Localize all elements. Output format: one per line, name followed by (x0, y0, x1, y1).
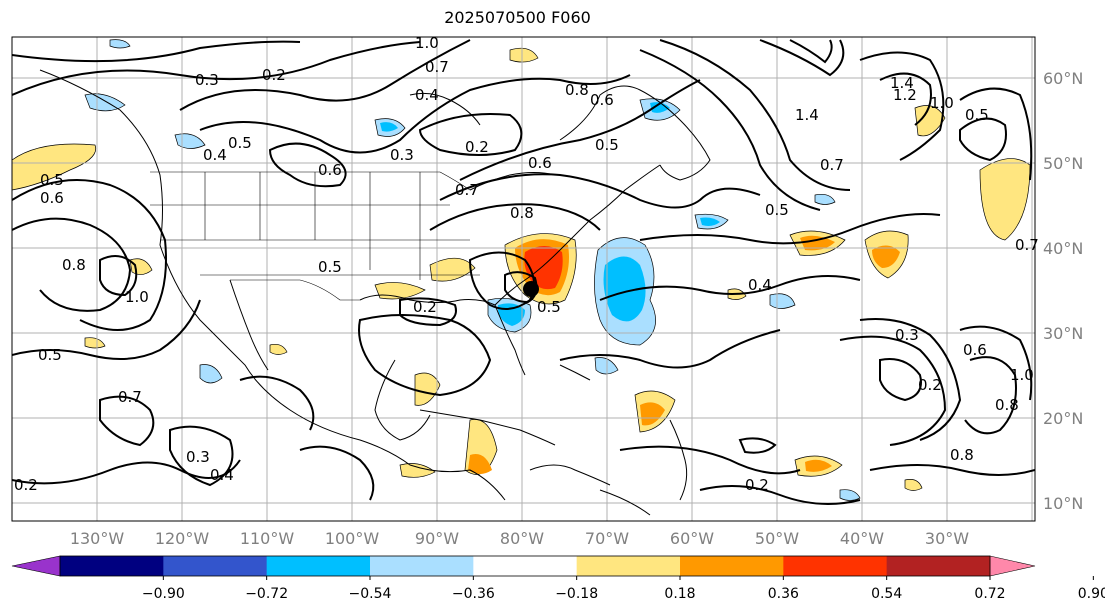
latitude-labels: 60°N 50°N 40°N 30°N 20°N 10°N (1043, 69, 1083, 513)
lon-label: 70°W (585, 529, 629, 548)
contour-label: 0.7 (118, 388, 142, 406)
lat-label: 60°N (1043, 69, 1083, 88)
contour-label: 0.4 (203, 146, 227, 164)
contour-label: 1.0 (930, 94, 954, 112)
contour-label: 0.2 (14, 476, 38, 494)
contour-label: 0.6 (318, 161, 342, 179)
colorbar-tick-label: −0.36 (452, 586, 495, 602)
colorbar-tick-label: 0.18 (664, 586, 695, 602)
contour-label: 0.5 (537, 298, 561, 316)
lon-label: 80°W (500, 529, 544, 548)
lat-label: 50°N (1043, 154, 1083, 173)
contour-label: 0.5 (40, 171, 64, 189)
contour-label: 1.0 (1010, 366, 1034, 384)
colorbar-tick-label: −0.72 (245, 586, 288, 602)
colorbar-cell (266, 556, 371, 576)
colorbar-cell (886, 556, 991, 576)
map-frame (11, 36, 1036, 522)
contour-label: 0.6 (528, 154, 552, 172)
contour-label: 0.5 (595, 136, 619, 154)
contour-label: 0.2 (745, 476, 769, 494)
contour-label: 0.5 (38, 346, 62, 364)
contour-label: 0.4 (748, 276, 772, 294)
lon-label: 40°W (840, 529, 884, 548)
contour-label: 0.5 (965, 106, 989, 124)
colorbar-extend-low (11, 555, 61, 577)
contour-label: 0.6 (40, 189, 64, 207)
contour-label: 0.7 (820, 156, 844, 174)
lon-label: 60°W (670, 529, 714, 548)
contour-label: 1.4 (890, 74, 914, 92)
anomaly-shading (12, 39, 1031, 501)
contour-label: 0.3 (390, 146, 414, 164)
colorbar-tick-label: 0.72 (974, 586, 1005, 602)
colorbar-cell (680, 556, 784, 576)
graticule (12, 37, 1035, 521)
colorbar-frame (59, 555, 991, 577)
colorbar-tick-label: 0.36 (768, 586, 799, 602)
contour-label: 1.0 (125, 288, 149, 306)
colorbar-tick-label: −0.18 (555, 586, 598, 602)
contour-label: 1.0 (415, 34, 439, 52)
contour-label: 0.2 (262, 66, 286, 84)
colorbar-cell (370, 556, 474, 576)
colorbar: −0.90 −0.72 −0.54 −0.36 −0.18 0.18 0.36 0.54 0.7… (11, 555, 1105, 602)
contour-label: 0.4 (415, 86, 439, 104)
colorbar-tick-label: 0.90 (1078, 586, 1105, 602)
contour-label: 0.5 (318, 258, 342, 276)
colorbar-cell (783, 556, 888, 576)
contour-label: 0.3 (186, 448, 210, 466)
contour-label: 0.2 (413, 298, 437, 316)
contour-label: 1.4 (795, 106, 819, 124)
colorbar-cell (163, 556, 268, 576)
colorbar-extend-high (989, 555, 1036, 577)
contour-label-layer: 0.3 0.2 0.5 0.4 0.6 0.6 0.5 0.8 1.0 0.5 … (14, 34, 1039, 494)
contour-label: 1.2 (893, 86, 917, 104)
longitude-labels: 130°W 120°W 110°W 100°W 90°W 80°W 70°W 6… (70, 529, 969, 548)
storm-center-marker (523, 281, 539, 297)
lat-label: 20°N (1043, 409, 1083, 428)
lat-label: 30°N (1043, 324, 1083, 343)
colorbar-cell (576, 556, 681, 576)
contour-label: 0.8 (950, 446, 974, 464)
colorbar-tick-label: −0.90 (142, 586, 185, 602)
contour-label: 0.7 (1015, 236, 1039, 254)
lon-label: 120°W (155, 529, 210, 548)
lon-label: 90°W (415, 529, 459, 548)
contour-label: 0.6 (590, 91, 614, 109)
contour-label: 0.5 (228, 134, 252, 152)
contour-label: 0.3 (895, 326, 919, 344)
lon-label: 100°W (325, 529, 380, 548)
borders (150, 171, 480, 301)
contour-label: 0.4 (210, 466, 234, 484)
contour-label: 0.8 (510, 204, 534, 222)
lon-label: 110°W (240, 529, 295, 548)
contour-label: 0.6 (963, 341, 987, 359)
contour-label: 0.7 (455, 181, 479, 199)
contour-label: 0.3 (195, 71, 219, 89)
contour-label: 0.5 (765, 201, 789, 219)
contour-label: 0.2 (465, 138, 489, 156)
contour-label: 0.8 (565, 81, 589, 99)
colorbar-tick-label: −0.54 (349, 586, 392, 602)
lat-label: 10°N (1043, 494, 1083, 513)
colorbar-cell (60, 556, 164, 576)
map-title: 2025070500 F060 (444, 8, 591, 27)
lat-label: 40°N (1043, 239, 1083, 258)
contour-lines (12, 39, 1035, 505)
colorbar-tick-label: 0.54 (871, 586, 902, 602)
contour-label: 0.8 (62, 256, 86, 274)
lon-label: 130°W (70, 529, 125, 548)
contour-label: 0.7 (425, 58, 449, 76)
lon-label: 50°W (755, 529, 799, 548)
contour-label: 0.2 (918, 376, 942, 394)
colorbar-cell (473, 556, 578, 576)
lon-label: 30°W (925, 529, 969, 548)
contour-label: 0.8 (995, 396, 1019, 414)
